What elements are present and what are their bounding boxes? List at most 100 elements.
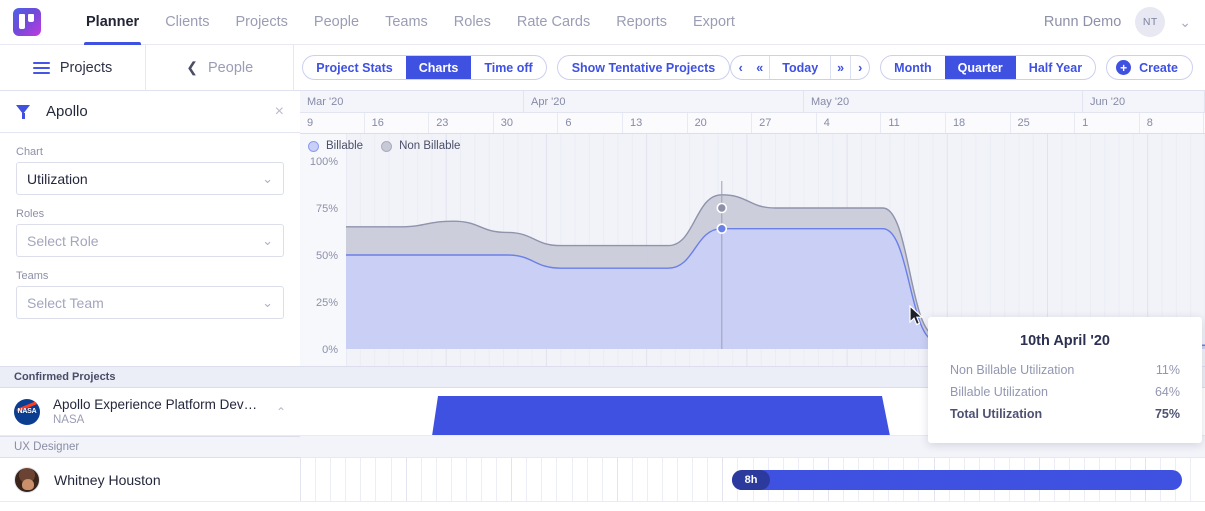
zoom-level-group: Month Quarter Half Year [880, 55, 1097, 80]
teams-select[interactable]: Select Team ⌄ [16, 286, 284, 319]
project-bar-wrap [300, 388, 1205, 435]
main-body: Apollo × Chart Utilization ⌄ Roles Selec… [0, 91, 1205, 511]
project-workload-shape [432, 396, 890, 435]
tab-people[interactable]: ❮ People [146, 44, 295, 91]
mouse-cursor-icon [909, 305, 924, 326]
view-tab-group: Project Stats Charts Time off [302, 55, 547, 80]
timeline-week[interactable]: 20 [688, 113, 753, 133]
roles-field: Roles Select Role ⌄ [16, 208, 284, 257]
nav-item-projects[interactable]: Projects [235, 13, 288, 30]
project-client: NASA [53, 414, 85, 426]
tab-time-off[interactable]: Time off [484, 60, 533, 75]
project-meta: Apollo Experience Platform Devel... NASA [53, 397, 261, 426]
filter-panel: Chart Utilization ⌄ Roles Select Role ⌄ … [0, 133, 300, 366]
timeline-week[interactable]: 23 [429, 113, 494, 133]
show-tentative-projects-button[interactable]: Show Tentative Projects [556, 55, 731, 80]
nav-item-reports[interactable]: Reports [616, 13, 667, 30]
main-nav-items: Planner Clients Projects People Teams Ro… [73, 0, 748, 45]
timeline-week[interactable]: 25 [1011, 113, 1076, 133]
tab-projects-label: Projects [59, 59, 113, 76]
list-icon [32, 61, 50, 74]
timeline-week[interactable]: 13 [623, 113, 688, 133]
today-button[interactable]: Today [769, 56, 832, 79]
project-name: Apollo Experience Platform Devel... [53, 397, 261, 412]
tooltip-row-total: Total Utilization 75% [950, 407, 1180, 421]
tooltip-title: 10th April '20 [1020, 333, 1110, 349]
nav-item-people[interactable]: People [313, 13, 360, 30]
roles-select[interactable]: Select Role ⌄ [16, 224, 284, 257]
legend-swatch-icon [308, 140, 319, 152]
nav-item-roles[interactable]: Roles [453, 13, 491, 30]
tooltip-value: 11% [1155, 363, 1180, 377]
timeline-week[interactable]: 9 [300, 113, 365, 133]
share-icon: ❮ [186, 59, 199, 75]
chart-select[interactable]: Utilization ⌄ [16, 162, 284, 195]
timeline-week[interactable]: 16 [365, 113, 430, 133]
timeline-week[interactable]: 27 [752, 113, 817, 133]
chevron-down-icon: ⌄ [262, 232, 273, 248]
runn-logo-icon[interactable] [13, 8, 41, 36]
chart-field-label: Chart [16, 146, 43, 158]
chart-tooltip: 10th April '20 Non Billable Utilization … [928, 317, 1202, 443]
chevron-down-icon: ⌄ [262, 170, 273, 186]
zoom-quarter-button[interactable]: Quarter [944, 56, 1016, 79]
nasa-logo-icon: NASA [14, 398, 40, 425]
timeline-week[interactable]: 8 [1140, 113, 1205, 133]
roles-field-label: Roles [16, 208, 45, 220]
legend-label: Billable [326, 140, 364, 152]
tab-charts[interactable]: Charts [405, 56, 472, 79]
account-name: Runn Demo [1043, 14, 1122, 30]
timeline-month-header: Mar '20 Apr '20 May '20 Jun '20 [300, 91, 1205, 113]
role-header-ux-designer: UX Designer [0, 436, 300, 458]
close-icon[interactable]: × [274, 102, 284, 120]
date-navigation-group: ‹ « Today » › [730, 55, 871, 80]
tooltip-label: Billable Utilization [950, 385, 1048, 399]
tab-people-label: People [208, 59, 254, 76]
nav-item-clients[interactable]: Clients [165, 13, 210, 30]
tooltip-row-billable: Billable Utilization 64% [950, 385, 1180, 399]
zoom-half-year-button[interactable]: Half Year [1028, 60, 1083, 75]
legend-item-billable[interactable]: Billable [308, 140, 363, 152]
nav-item-planner[interactable]: Planner [73, 0, 152, 45]
nav-item-teams[interactable]: Teams [385, 13, 428, 30]
timeline-week[interactable]: 6 [558, 113, 623, 133]
roles-select-value: Select Role [27, 232, 99, 249]
project-row[interactable]: NASA Apollo Experience Platform Devel...… [0, 388, 300, 436]
tooltip-value: 64% [1154, 385, 1180, 399]
timeline-week[interactable]: 18 [946, 113, 1011, 133]
left-panel: Apollo × Chart Utilization ⌄ Roles Selec… [0, 91, 300, 511]
timeline-week[interactable]: 30 [494, 113, 559, 133]
timeline-week[interactable]: 11 [881, 113, 946, 133]
next-page-button[interactable]: » [837, 60, 845, 75]
timeline-panel: Mar '20 Apr '20 May '20 Jun '20 9 16 23 … [300, 91, 1205, 511]
person-row[interactable]: Whitney Houston [0, 458, 300, 502]
nav-item-export[interactable]: Export [692, 13, 735, 30]
chevron-down-icon[interactable]: ⌄ [1179, 13, 1191, 30]
prev-page-button[interactable]: « [756, 60, 764, 75]
legend-item-non-billable[interactable]: Non Billable [381, 140, 460, 152]
next-step-button[interactable]: › [850, 56, 869, 79]
chart-select-value: Utilization [27, 170, 88, 187]
timeline-week[interactable]: 1 [1075, 113, 1140, 133]
svg-text:50%: 50% [316, 250, 338, 262]
tab-project-stats[interactable]: Project Stats [316, 60, 393, 75]
nav-item-rate-cards[interactable]: Rate Cards [516, 13, 591, 30]
chevron-down-icon: ⌄ [262, 294, 273, 310]
create-button[interactable]: + Create [1106, 55, 1193, 80]
tab-projects[interactable]: Projects [0, 44, 147, 91]
timeline-month: Apr '20 [524, 91, 804, 112]
allocation-bar[interactable]: 8h [732, 470, 1182, 490]
prev-step-button[interactable]: ‹ [738, 60, 743, 75]
timeline-month: Mar '20 [300, 91, 524, 112]
zoom-month-button[interactable]: Month [894, 60, 932, 75]
legend-swatch-icon [381, 140, 393, 152]
person-avatar [14, 466, 40, 493]
tooltip-row-non-billable: Non Billable Utilization 11% [950, 363, 1180, 377]
filter-header: Apollo × [0, 91, 300, 133]
tooltip-label: Non Billable Utilization [950, 363, 1075, 377]
chevron-up-icon[interactable]: ⌃ [275, 404, 286, 419]
avatar[interactable]: NT [1135, 7, 1166, 37]
timeline-week[interactable]: 4 [817, 113, 882, 133]
legend-label: Non Billable [399, 140, 461, 152]
timeline-person-row[interactable]: 8h [300, 458, 1205, 502]
